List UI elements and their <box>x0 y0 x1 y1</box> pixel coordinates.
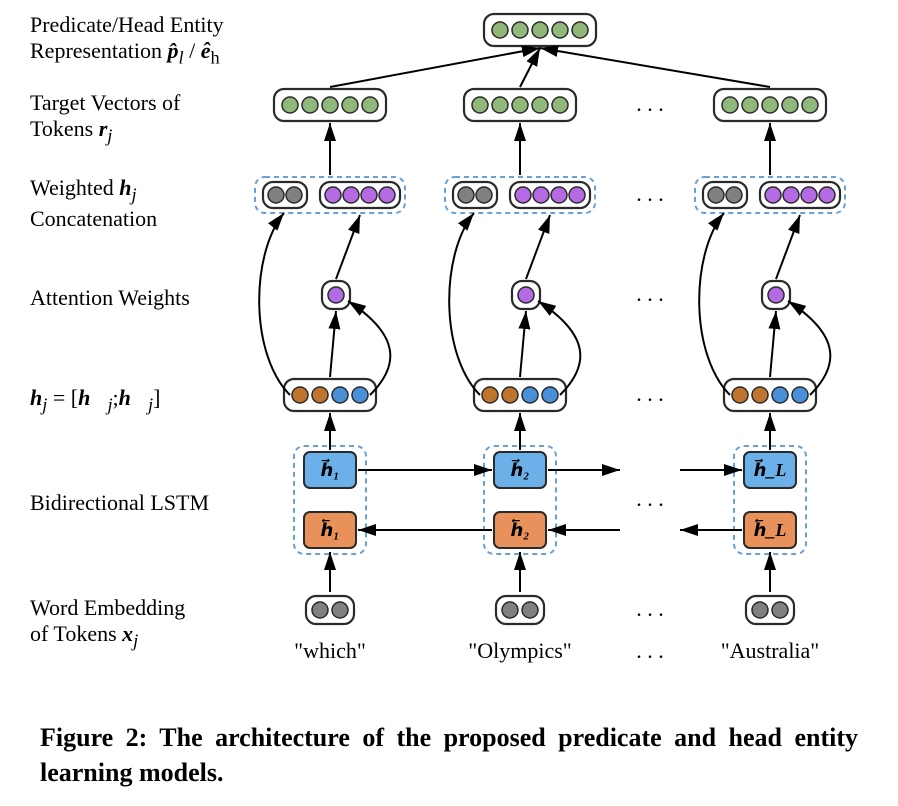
row-label: Target Vectors ofTokens rj <box>30 90 250 148</box>
row-label: Bidirectional LSTM <box>30 490 250 516</box>
svg-text:. . .: . . . <box>636 638 664 663</box>
attention-weight <box>322 281 350 309</box>
hj-vector <box>284 379 376 411</box>
word-embedding <box>306 596 354 624</box>
svg-text:. . .: . . . <box>636 596 664 621</box>
svg-text:h⃖₂: h⃖₂ <box>510 519 529 540</box>
row-label: Attention Weights <box>30 285 250 311</box>
target-vector <box>274 89 386 121</box>
hj-vector <box>474 379 566 411</box>
svg-text:. . .: . . . <box>636 281 664 306</box>
svg-text:. . .: . . . <box>636 181 664 206</box>
svg-text:h⃗₁: h⃗₁ <box>320 459 339 480</box>
attention-weight <box>512 281 540 309</box>
concat-gray <box>263 182 307 208</box>
hj-vector <box>724 379 816 411</box>
architecture-diagram: Predicate/Head EntityRepresentation p̂l … <box>0 0 898 710</box>
concat-purple <box>760 182 840 208</box>
svg-text:"Australia": "Australia" <box>721 638 820 663</box>
target-vector <box>464 89 576 121</box>
svg-text:. . .: . . . <box>636 381 664 406</box>
row-label: Predicate/Head EntityRepresentation p̂l … <box>30 12 250 70</box>
concat-purple <box>510 182 590 208</box>
svg-text:"which": "which" <box>294 638 366 663</box>
word-embedding <box>496 596 544 624</box>
svg-text:. . .: . . . <box>636 91 664 116</box>
row-label: Weighted hjConcatenation <box>30 175 250 233</box>
svg-text:h⃗_L: h⃗_L <box>754 459 787 480</box>
svg-text:"Olympics": "Olympics" <box>468 638 572 663</box>
concat-purple <box>320 182 400 208</box>
word-embedding <box>746 596 794 624</box>
row-label: hj = [h⃗j;h⃖j] <box>30 385 250 416</box>
row-label: Word Embeddingof Tokens xj <box>30 595 250 653</box>
figure-caption: Figure 2: The architecture of the propos… <box>40 720 858 790</box>
concat-gray <box>453 182 497 208</box>
output-vector <box>484 14 596 46</box>
concat-gray <box>703 182 747 208</box>
attention-weight <box>762 281 790 309</box>
svg-text:. . .: . . . <box>636 486 664 511</box>
svg-text:h⃖_L: h⃖_L <box>754 519 787 540</box>
svg-text:h⃗₂: h⃗₂ <box>510 459 529 480</box>
target-vector <box>714 89 826 121</box>
svg-text:h⃖₁: h⃖₁ <box>320 519 339 540</box>
